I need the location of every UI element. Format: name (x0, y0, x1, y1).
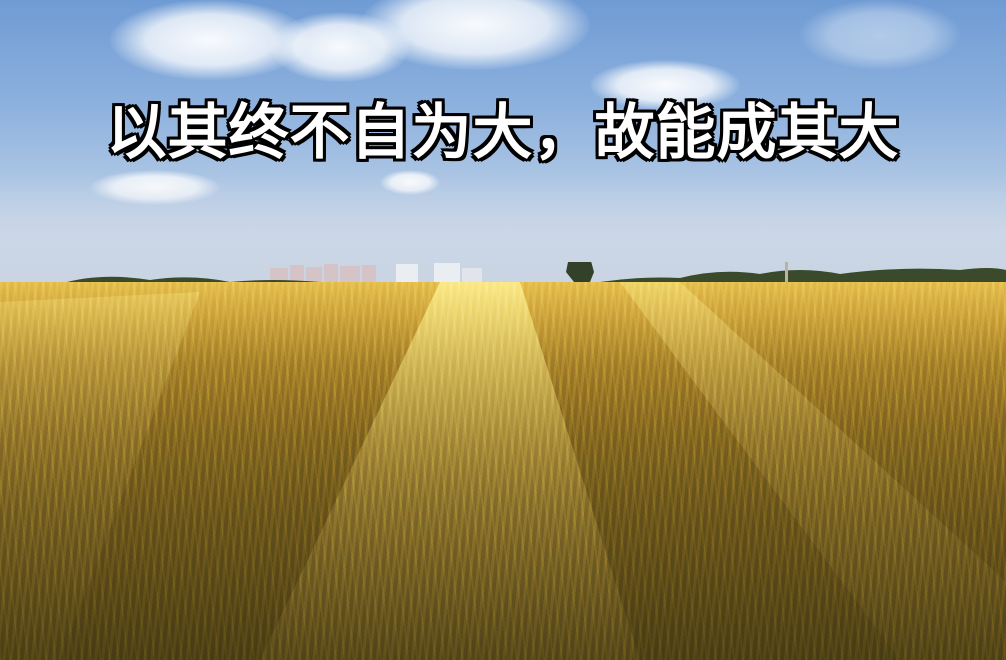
horizon-haze (0, 175, 1006, 285)
caption-text: 以其终不自为大，故能成其大 (106, 98, 900, 168)
wheat-texture (0, 282, 1006, 660)
tree-icon (566, 262, 594, 282)
cloud (360, 0, 590, 70)
field-highlights (0, 282, 1006, 660)
cloud (800, 0, 960, 70)
skyline-icon (270, 263, 482, 282)
pole (785, 262, 788, 282)
cloud (590, 60, 740, 110)
